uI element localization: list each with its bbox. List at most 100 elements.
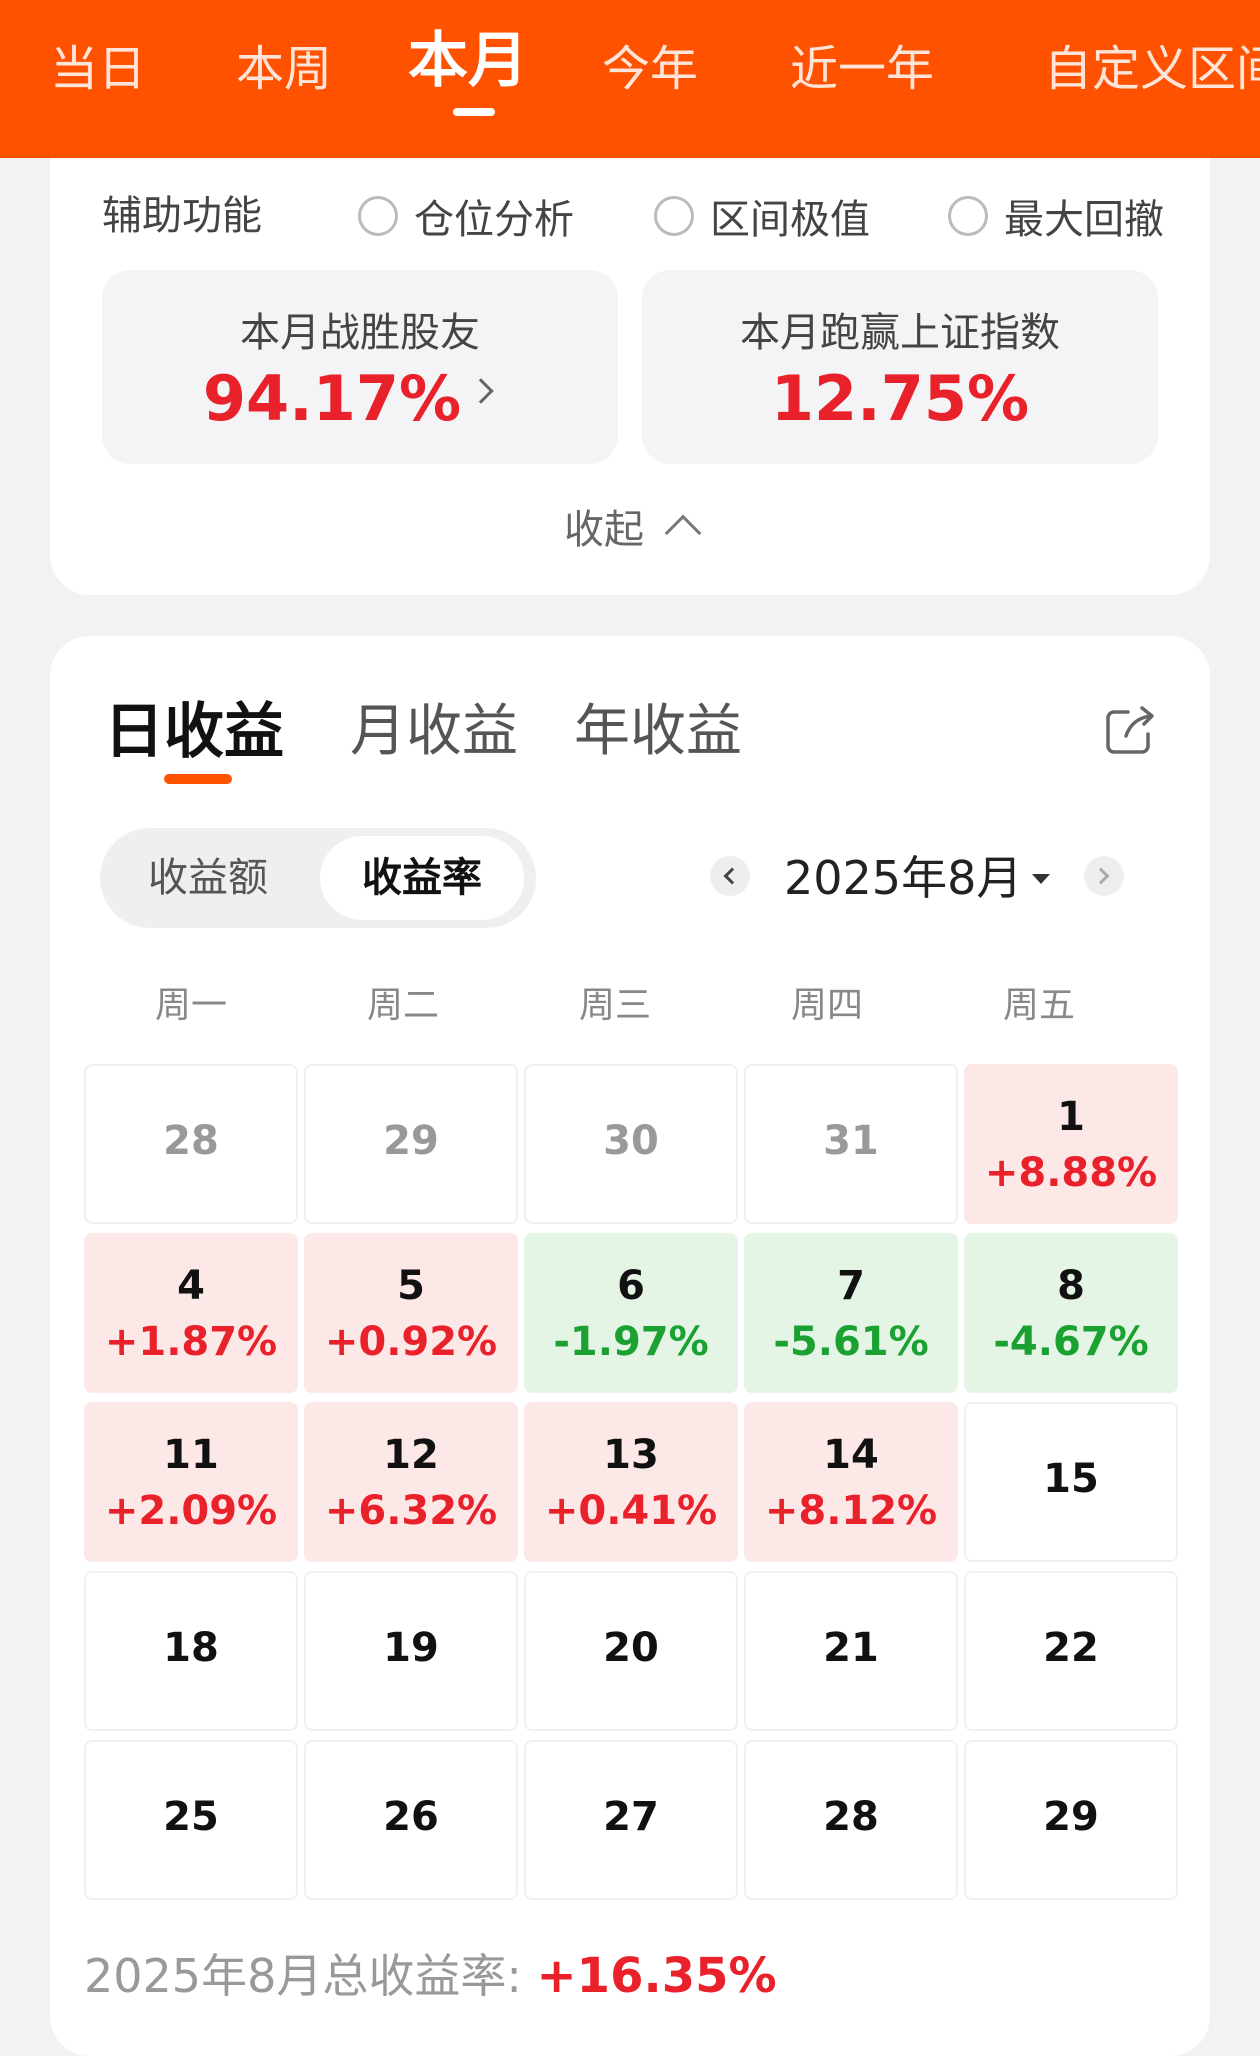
aux-function-row: 辅助功能 仓位分析 区间极值 最大回撤 [102,184,1182,248]
calendar-day-cell[interactable]: 30 [524,1064,738,1224]
returns-card: 日收益 月收益 年收益 收益额 收益率 2025年8月 周一 周二 周三 周四 … [50,636,1210,2056]
calendar-day-cell[interactable]: 12 +6.32% [304,1402,518,1562]
radio-icon[interactable] [654,196,694,236]
calendar-day-cell[interactable]: 5 +0.92% [304,1233,518,1393]
tab-monthly-return[interactable]: 月收益 [350,699,518,764]
day-number: 14 [823,1432,879,1478]
day-number: 26 [383,1794,439,1840]
calendar-day-cell[interactable]: 25 [84,1740,298,1900]
weekday-label: 周一 [154,985,227,1026]
calendar-day-cell[interactable]: 31 [744,1064,958,1224]
day-number: 25 [163,1794,219,1840]
day-number: 31 [823,1118,879,1164]
day-number: 18 [163,1625,219,1671]
chevron-right-icon [1092,867,1110,885]
share-icon[interactable] [1102,702,1158,758]
tab-yearly-return[interactable]: 年收益 [574,699,742,764]
total-value: +16.35% [536,1948,777,2004]
daily-return: +0.92% [324,1319,498,1365]
option-label: 仓位分析 [414,197,574,243]
day-number: 20 [603,1625,659,1671]
caret-down-icon[interactable] [1032,874,1050,884]
chevron-left-icon [723,867,741,885]
total-label: 2025年8月总收益率: [84,1949,537,2003]
calendar-day-cell[interactable]: 14 +8.12% [744,1402,958,1562]
day-number: 21 [823,1625,879,1671]
toggle-return-amount[interactable]: 收益额 [148,855,268,901]
option-label: 区间极值 [710,197,870,243]
daily-return: -5.61% [773,1319,929,1365]
day-number: 29 [383,1118,439,1164]
max-drawdown-option[interactable]: 最大回撤 [948,184,1164,248]
calendar-day-cell[interactable]: 26 [304,1740,518,1900]
radio-icon[interactable] [358,196,398,236]
daily-return: +2.09% [104,1488,278,1534]
tab-custom-range[interactable]: 自定义区间 [1044,41,1260,97]
toggle-return-rate[interactable]: 收益率 [320,836,524,920]
weekday-header: 周一 周二 周三 周四 周五 [85,976,1175,1036]
day-number: 28 [823,1794,879,1840]
calendar-day-cell[interactable]: 19 [304,1571,518,1731]
calendar-day-cell[interactable]: 8 -4.67% [964,1233,1178,1393]
chevron-up-icon [664,514,702,552]
stat-label: 本月跑赢上证指数 [740,310,1060,356]
daily-return: -4.67% [993,1319,1149,1365]
prev-month-button[interactable] [710,856,750,896]
beat-peers-stat[interactable]: 本月战胜股友 94.17% [102,270,618,464]
tab-today[interactable]: 当日 [50,41,147,97]
calendar-day-cell[interactable]: 29 [304,1064,518,1224]
active-tab-indicator [453,108,495,116]
daily-return: +8.88% [984,1150,1158,1196]
active-return-tab-indicator [164,774,232,784]
stat-label: 本月战胜股友 [240,310,480,356]
day-number: 22 [1043,1625,1099,1671]
day-number: 11 [163,1432,219,1478]
calendar-day-cell[interactable]: 11 +2.09% [84,1402,298,1562]
weekday-label: 周三 [578,985,651,1026]
radio-icon[interactable] [948,196,988,236]
range-extreme-option[interactable]: 区间极值 [654,184,870,248]
calendar-day-cell[interactable]: 28 [84,1064,298,1224]
calendar-day-cell[interactable]: 18 [84,1571,298,1731]
metric-toggle: 收益额 收益率 [100,828,536,928]
collapse-button[interactable]: 收起 [50,496,1210,556]
collapse-label: 收起 [564,507,644,553]
calendar-day-cell[interactable]: 4 +1.87% [84,1233,298,1393]
day-number: 15 [1043,1456,1099,1502]
daily-return: -1.97% [553,1319,709,1365]
tab-this-month[interactable]: 本月 [408,26,528,96]
tab-daily-return[interactable]: 日收益 [104,697,284,767]
calendar-day-cell[interactable]: 15 [964,1402,1178,1562]
calendar-day-cell[interactable]: 21 [744,1571,958,1731]
tab-this-year[interactable]: 今年 [602,41,699,97]
tab-last-year[interactable]: 近一年 [790,41,935,97]
tab-this-week[interactable]: 本周 [236,41,333,97]
calendar-grid: 28 29 30 31 1 +8.88% 4 +1.87% 5 +0.92% 6 -1.97% 7 -5.… [84,1064,1178,1900]
month-selector[interactable]: 2025年8月 [784,851,1023,905]
day-number: 13 [603,1432,659,1478]
beat-index-stat: 本月跑赢上证指数 12.75% [642,270,1158,464]
calendar-day-cell[interactable]: 7 -5.61% [744,1233,958,1393]
position-analysis-option[interactable]: 仓位分析 [358,184,574,248]
stat-value: 12.75% [770,362,1030,435]
calendar-day-cell[interactable]: 13 +0.41% [524,1402,738,1562]
day-number: 19 [383,1625,439,1671]
aux-label: 辅助功能 [102,193,262,239]
daily-return: +8.12% [764,1488,938,1534]
stat-value: 94.17% [202,362,462,435]
calendar-day-cell[interactable]: 6 -1.97% [524,1233,738,1393]
calendar-day-cell[interactable]: 29 [964,1740,1178,1900]
calendar-day-cell[interactable]: 20 [524,1571,738,1731]
weekday-label: 周五 [1002,985,1075,1026]
day-number: 12 [383,1432,439,1478]
day-number: 30 [603,1118,659,1164]
calendar-day-cell[interactable]: 27 [524,1740,738,1900]
day-number: 6 [617,1263,645,1309]
calendar-day-cell[interactable]: 22 [964,1571,1178,1731]
next-month-button[interactable] [1084,856,1124,896]
day-number: 4 [177,1263,205,1309]
calendar-day-cell[interactable]: 1 +8.88% [964,1064,1178,1224]
calendar-day-cell[interactable]: 28 [744,1740,958,1900]
day-number: 8 [1057,1263,1085,1309]
daily-return: +0.41% [544,1488,718,1534]
